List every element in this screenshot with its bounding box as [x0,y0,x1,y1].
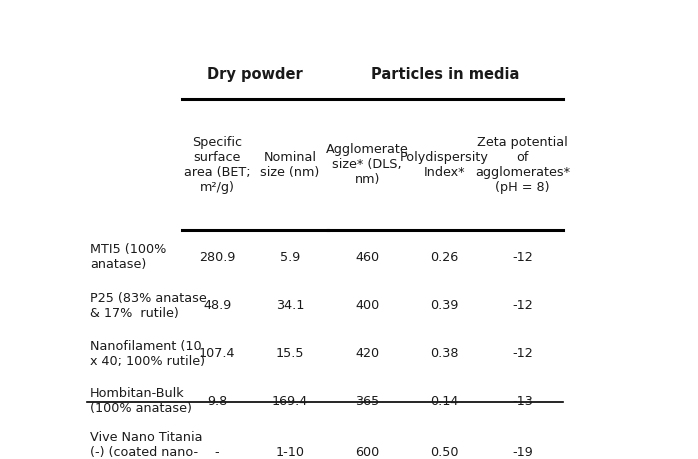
Text: 365: 365 [355,395,379,408]
Text: Particles in media: Particles in media [371,67,520,83]
Text: 5.9: 5.9 [280,251,300,264]
Text: -: - [215,446,219,459]
Text: Zeta potential
of
agglomerates*
(pH = 8): Zeta potential of agglomerates* (pH = 8) [475,136,570,194]
Text: 0.39: 0.39 [430,299,459,312]
Text: Nanofilament (10
x 40; 100% rutile): Nanofilament (10 x 40; 100% rutile) [90,340,205,368]
Text: -12: -12 [512,299,533,312]
Text: Dry powder: Dry powder [207,67,303,83]
Text: Vive Nano Titania
(-) (coated nano-
TiO₂): Vive Nano Titania (-) (coated nano- TiO₂… [90,431,202,459]
Text: 107.4: 107.4 [199,347,235,360]
Text: 400: 400 [355,299,379,312]
Text: -13: -13 [512,395,533,408]
Text: 0.38: 0.38 [430,347,459,360]
Text: 420: 420 [355,347,379,360]
Text: MTI5 (100%
anatase): MTI5 (100% anatase) [90,243,166,271]
Text: 600: 600 [355,446,379,459]
Text: 0.14: 0.14 [430,395,459,408]
Text: 280.9: 280.9 [199,251,235,264]
Text: Polydispersity
Index*: Polydispersity Index* [400,151,489,179]
Text: P25 (83% anatase
& 17%  rutile): P25 (83% anatase & 17% rutile) [90,292,207,320]
Text: 9.8: 9.8 [207,395,228,408]
Text: 0.26: 0.26 [430,251,459,264]
Text: Hombitan-Bulk
(100% anatase): Hombitan-Bulk (100% anatase) [90,387,192,415]
Text: 15.5: 15.5 [276,347,304,360]
Text: 34.1: 34.1 [276,299,304,312]
Text: Nominal
size (nm): Nominal size (nm) [260,151,320,179]
Text: 169.4: 169.4 [272,395,309,408]
Text: Specific
surface
area (BET;
m²/g): Specific surface area (BET; m²/g) [184,136,251,194]
Text: Agglomerate
size* (DLS,
nm): Agglomerate size* (DLS, nm) [326,143,408,186]
Text: -12: -12 [512,347,533,360]
Text: 1-10: 1-10 [276,446,304,459]
Text: -19: -19 [512,446,533,459]
Text: -12: -12 [512,251,533,264]
Text: 48.9: 48.9 [203,299,231,312]
Text: 460: 460 [355,251,379,264]
Text: 0.50: 0.50 [430,446,459,459]
